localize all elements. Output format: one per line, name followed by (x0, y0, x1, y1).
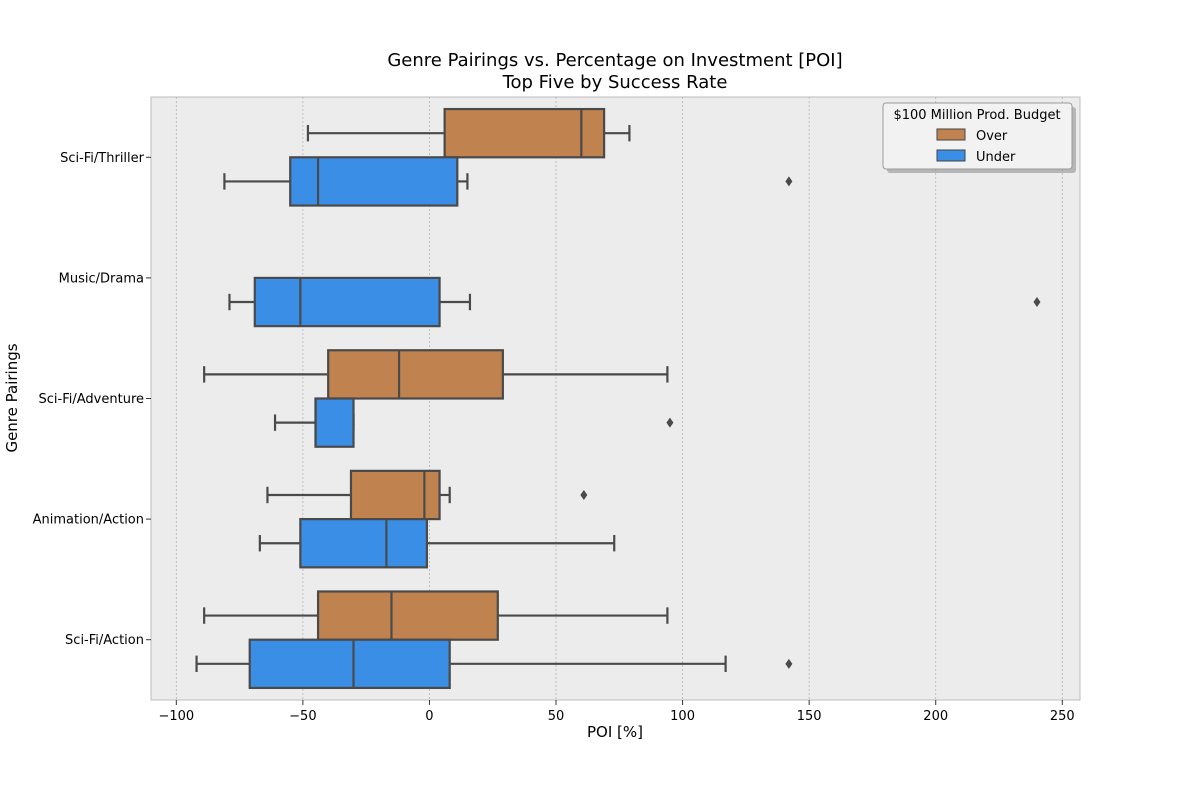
box-under-3 (258, 517, 616, 569)
outlier-point (666, 417, 674, 428)
x-tick-label: 100 (670, 709, 695, 724)
outlier-point (580, 489, 588, 500)
box-under-1 (228, 276, 1041, 328)
legend-title: $100 Million Prod. Budget (893, 108, 1060, 123)
box-iqr (349, 469, 441, 521)
chart-subtitle: Top Five by Success Rate (502, 72, 728, 93)
x-axis: −100 −50 0 50 100 150 200 250 (158, 700, 1075, 724)
x-tick-label: 150 (797, 709, 822, 724)
box-iqr (248, 638, 451, 690)
y-tick-label: Sci-Fi/Adventure (39, 392, 144, 407)
y-axis-label: Genre Pairings (3, 343, 21, 452)
box-iqr (289, 156, 459, 207)
x-tick-label: 250 (1050, 709, 1075, 724)
box-iqr (443, 107, 606, 159)
y-axis: Sci-Fi/Thriller Music/Drama Sci-Fi/Adventu… (33, 151, 151, 648)
x-tick-label: 50 (548, 709, 565, 724)
legend-swatch-over (936, 128, 966, 141)
y-tick-label: Music/Drama (59, 271, 144, 286)
x-tick-label: −50 (289, 709, 316, 724)
y-tick-label: Sci-Fi/Thriller (60, 151, 145, 166)
x-tick-label: 200 (923, 709, 948, 724)
chart-title: Genre Pairings vs. Percentage on Investm… (387, 50, 842, 71)
box-iqr (316, 590, 499, 641)
outlier-point (1033, 297, 1041, 308)
box-iqr (314, 397, 355, 448)
legend-label-under: Under (976, 150, 1016, 165)
box-iqr (299, 517, 429, 569)
x-tick-label: −100 (158, 709, 194, 724)
box-under-0 (223, 156, 793, 207)
outlier-point (785, 658, 793, 669)
box-over-3 (266, 469, 588, 521)
box-over-0 (306, 107, 631, 159)
box-layer (195, 107, 1041, 690)
x-tick-label: 0 (425, 709, 433, 724)
y-tick-label: Sci-Fi/Action (65, 633, 144, 648)
box-iqr (327, 349, 504, 400)
box-under-4 (195, 638, 793, 690)
outlier-point (785, 176, 793, 187)
y-tick-label: Animation/Action (33, 513, 144, 528)
legend-frame (882, 102, 1073, 170)
legend-swatch-under (936, 149, 966, 162)
legend: $100 Million Prod. Budget Over Under (882, 102, 1076, 173)
box-iqr (253, 276, 441, 328)
box-over-2 (203, 349, 669, 400)
legend-label-over: Over (976, 129, 1008, 144)
box-under-2 (273, 397, 674, 448)
x-axis-label: POI [%] (587, 723, 643, 741)
